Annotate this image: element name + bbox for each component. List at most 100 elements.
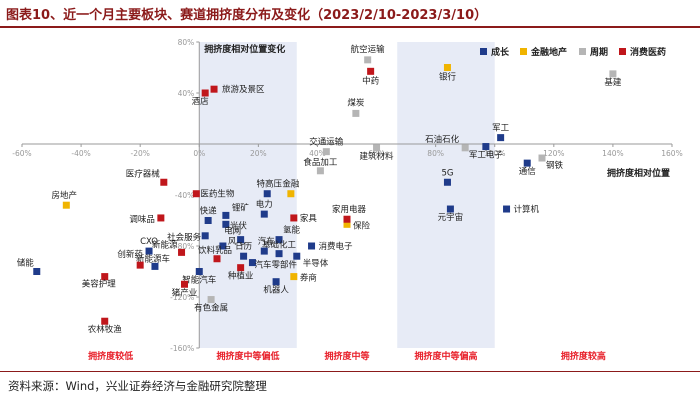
point-基建 [609,70,617,78]
point-label-饮料乳品: 饮料乳品 [198,245,232,256]
point-label-农林牧渔: 农林牧渔 [88,324,123,335]
point-通信 [523,159,531,167]
zone-band-1 [199,42,297,348]
point-label-食品加工: 食品加工 [303,157,338,168]
point-元宇宙 [446,205,454,213]
point-label-中药: 中药 [362,75,379,86]
point-半导体 [293,252,301,260]
point-label-航空运输: 航空运输 [351,44,386,55]
point-钢铁 [538,154,546,162]
zone-label-1: 拥挤度中等偏低 [217,350,280,362]
y-tick-label: -120% [170,293,194,302]
point-酒店 [201,89,209,97]
point-label-创新药: 创新药 [117,249,143,260]
point-label-日历: 日历 [235,242,253,252]
title-divider [0,26,700,28]
point-label-家用电器: 家用电器 [332,204,367,215]
point-电力 [260,210,268,218]
x-tick-label: 140% [602,149,623,158]
point-家用电器 [343,215,351,223]
point-交通运输 [322,148,330,156]
point-label-军工: 军工 [492,124,510,134]
point-风电 [219,242,227,250]
point-label-钢铁: 钢铁 [546,160,564,171]
point-label-特高压: 特高压 [256,179,282,190]
point-创新药 [136,261,144,269]
point-label-医疗器械: 医疗器械 [126,168,161,179]
point-label-种植业: 种植业 [228,271,254,282]
point-label-风电: 风电 [228,236,246,247]
legend-label-周期: 周期 [590,46,608,58]
point-猪产业 [181,280,188,288]
point-label-金融: 金融 [282,179,300,190]
point-新能源 [178,248,186,256]
point-基础化工 [275,250,283,258]
y-tick-label: -80% [175,242,194,251]
point-煤炭 [352,109,360,117]
point-label-石油石化: 石油石化 [425,134,460,145]
point-石油石化 [461,144,469,152]
point-label-汽车: 汽车 [258,236,275,247]
point-医药生物 [192,190,200,198]
x-tick-label: 0% [193,149,205,158]
point-社会服务 [201,232,209,240]
source-divider [0,371,700,372]
point-旅游及景区 [210,85,218,93]
point-保险 [343,220,351,228]
zone-label-4: 拥挤度较高 [561,350,606,362]
point-5G [443,178,451,186]
x-tick-label: -20% [130,149,149,158]
point-label-新能源: 新能源 [152,239,178,250]
legend-label-消费医药: 消费医药 [630,46,666,58]
point-消费电子 [308,242,316,250]
scatter-chart: -60% -40% -20% 0% 20% 40% 60% 80% 100% 120% 140% 16… [12,38,682,362]
point-label-酒店: 酒店 [192,96,210,107]
point-label-社会服务: 社会服务 [167,232,202,243]
x-tick-label: 80% [427,149,444,158]
point-label-银行: 银行 [439,72,457,83]
zone-label-2: 拥挤度中等 [324,350,369,362]
point-汽车 [260,247,268,255]
point-锂矿 [222,211,230,219]
point-label-储能: 储能 [17,258,35,269]
point-快递 [204,217,212,224]
point-电网 [237,236,245,244]
x-tick-label: -60% [12,149,31,158]
point-label-氢能: 氢能 [283,225,301,236]
point-label-券商: 券商 [300,273,317,284]
point-label-汽车零部件: 汽车零部件 [254,260,297,271]
legend-swatch-消费医药 [619,48,626,55]
point-label-新能源车: 新能源车 [136,253,170,264]
zone-label-3: 拥挤度中等偏高 [414,350,477,362]
point-氢能 [275,236,283,244]
point-label-旅游及景区: 旅游及景区 [222,84,265,95]
legend-swatch-周期 [579,48,586,55]
y-tick-label: -40% [175,191,194,200]
point-label-通信: 通信 [519,166,537,177]
point-label-5G: 5G [441,168,453,178]
point-label-保险: 保险 [353,220,371,231]
point-label-猪产业: 猪产业 [172,287,198,298]
point-label-建筑材料: 建筑材料 [360,151,395,162]
x-tick-label: 40% [309,149,326,158]
point-中药 [367,67,375,75]
point-label-光伏: 光伏 [230,220,248,231]
point-军工电子 [482,143,490,151]
point-计算机 [503,205,511,213]
point-label-电力: 电力 [256,199,273,210]
x-tick-label: 60% [368,149,385,158]
point-CXO [145,247,153,255]
x-axis-title: 拥挤度相对位置 [607,167,670,179]
point-label-消费电子: 消费电子 [319,241,354,252]
point-种植业 [237,264,245,272]
y-tick-label: 40% [178,89,195,98]
legend-label-成长: 成长 [491,46,510,58]
point-label-调味品: 调味品 [129,214,155,225]
legend-swatch-金融地产 [520,48,527,55]
point-日历 [240,252,248,260]
point-label-煤炭: 煤炭 [347,97,365,108]
y-axis-title: 拥挤度相对位置变化 [204,43,285,55]
point-label-半导体: 半导体 [303,258,329,269]
x-tick-label: 100% [484,149,505,158]
zone-label-0: 拥挤度较低 [88,350,133,362]
